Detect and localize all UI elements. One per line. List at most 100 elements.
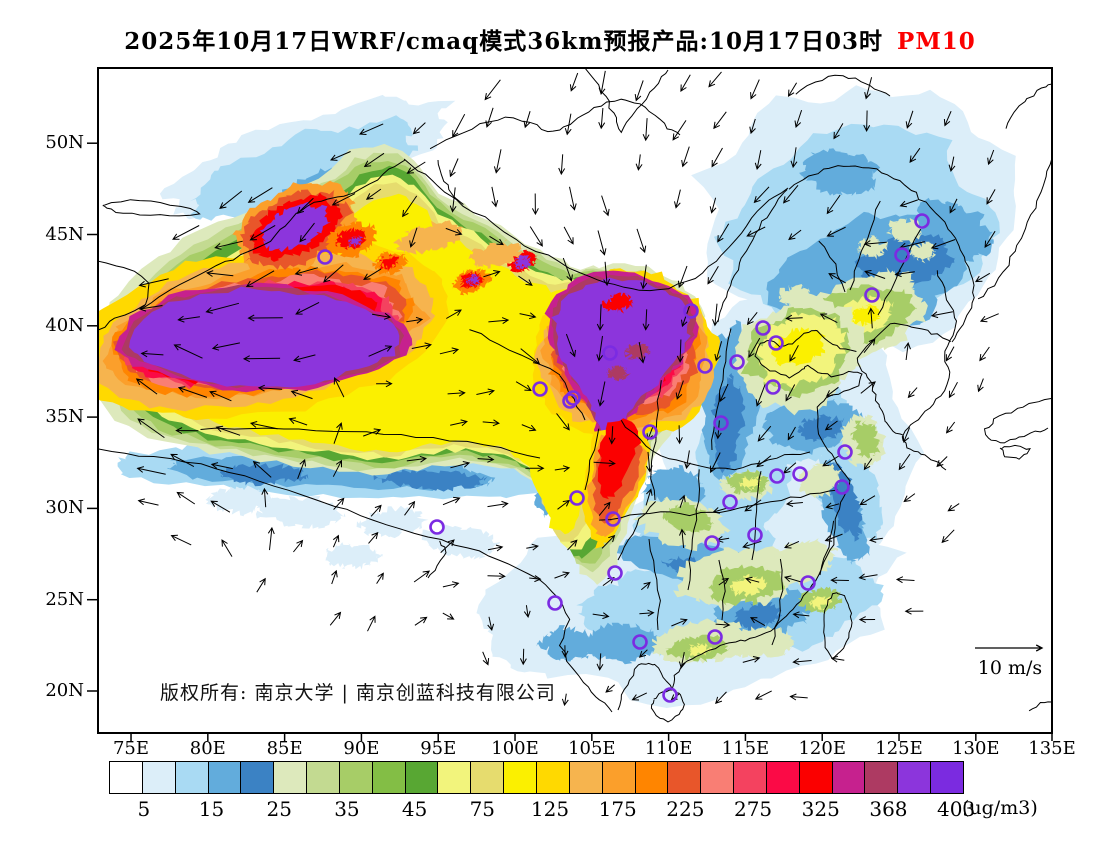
colorbar-cell — [667, 761, 702, 794]
wind-arrow — [948, 381, 958, 399]
wind-arrow — [869, 536, 883, 543]
border-line — [469, 329, 561, 376]
wind-arrow — [598, 70, 606, 95]
wind-arrow — [556, 413, 570, 431]
field-blob — [771, 327, 826, 367]
border-line — [403, 158, 789, 292]
wind-arrow — [909, 147, 921, 163]
wind-arrow — [717, 223, 730, 243]
wind-arrow — [864, 77, 873, 100]
lon-label: 100E — [491, 738, 539, 759]
lat-label: 50N — [45, 132, 84, 154]
wind-arrow — [676, 339, 684, 363]
field-blob — [799, 147, 881, 196]
wind-arrow — [323, 264, 344, 283]
wind-arrow — [785, 384, 796, 402]
wind-arrow — [518, 275, 533, 286]
field-blob — [808, 595, 833, 611]
wind-arrow — [645, 488, 653, 506]
field-blob — [778, 284, 814, 309]
wind-arrow — [332, 459, 342, 477]
wind-arrow — [519, 312, 537, 320]
wind-arrow — [245, 270, 275, 288]
colorbar-cell — [634, 761, 669, 794]
colorbar-tick-label: 275 — [733, 797, 773, 821]
border-line — [559, 375, 586, 421]
hotspot — [465, 273, 481, 287]
wind-arrow — [137, 498, 159, 506]
border-line — [617, 329, 863, 711]
wind-arrow — [709, 197, 717, 214]
wind-arrow — [679, 494, 686, 509]
border-line — [98, 448, 613, 713]
city-marker — [429, 519, 445, 535]
border-line — [1028, 701, 1052, 712]
wind-arrow — [215, 425, 241, 436]
wind-arrow — [523, 605, 531, 618]
wind-arrow — [563, 226, 574, 245]
border-line — [788, 165, 975, 343]
wind-arrow — [642, 309, 650, 331]
wind-arrow — [596, 653, 604, 671]
colorbar-tick-label: 15 — [198, 797, 225, 821]
wind-arrow — [949, 198, 958, 214]
wind-arrow — [294, 267, 318, 276]
colorbar-cell — [240, 761, 275, 794]
wind-arrow — [484, 79, 501, 101]
wind-arrow — [825, 386, 839, 397]
wind-arrow — [252, 460, 272, 478]
wind-arrow — [596, 335, 604, 362]
border-line — [977, 157, 1052, 300]
colorbar-cell — [535, 761, 570, 794]
wind-arrow — [707, 265, 719, 285]
city-marker — [834, 479, 850, 495]
border-line — [648, 538, 661, 631]
wind-arrow — [785, 500, 803, 507]
wind-arrow — [783, 575, 802, 583]
colorbar-tick-label: 225 — [666, 797, 705, 821]
colorbar-cell — [109, 761, 143, 794]
wind-arrow — [675, 425, 683, 445]
wind-arrow — [261, 487, 269, 508]
wind-arrow — [211, 342, 240, 351]
wind-arrow — [365, 188, 382, 200]
wind-arrow — [267, 526, 275, 551]
wind-arrow — [290, 389, 313, 400]
wind-arrow — [330, 151, 351, 161]
wind-arrow — [638, 649, 648, 658]
wind-arrow — [824, 420, 838, 431]
central-rose-patch — [624, 341, 652, 361]
wind-arrow — [363, 152, 385, 168]
wind-arrow — [561, 645, 569, 658]
wind-arrow — [746, 311, 758, 326]
border-line — [751, 470, 762, 561]
wind-arrow — [787, 82, 798, 98]
wind-arrow — [449, 158, 459, 178]
junggar-purple — [259, 201, 332, 253]
wind-arrow — [603, 261, 611, 287]
wind-arrow — [293, 539, 304, 553]
wind-arrow — [452, 113, 466, 138]
colorbar-tick-label: 5 — [137, 797, 151, 821]
field-blob — [536, 625, 599, 662]
colorbar-tick-label: 45 — [401, 797, 428, 821]
colorbar-tick-label: 325 — [801, 797, 840, 821]
city-marker — [532, 381, 548, 397]
wind-arrow — [974, 272, 991, 283]
wind-arrow — [565, 333, 576, 358]
wind-arrow — [948, 156, 956, 172]
wind-arrow — [830, 576, 849, 584]
wind-arrow — [489, 235, 504, 246]
wind-arrow — [406, 455, 427, 463]
city-marker — [662, 687, 678, 703]
wind-arrow — [792, 611, 810, 619]
wind-arrow — [640, 581, 651, 591]
wind-arrow — [746, 226, 766, 237]
city-marker — [565, 390, 581, 406]
wind-arrow — [947, 503, 960, 512]
city-marker — [547, 595, 563, 611]
wind-arrow — [677, 265, 688, 289]
field-blob — [204, 485, 273, 517]
lat-label: 45N — [45, 223, 84, 245]
